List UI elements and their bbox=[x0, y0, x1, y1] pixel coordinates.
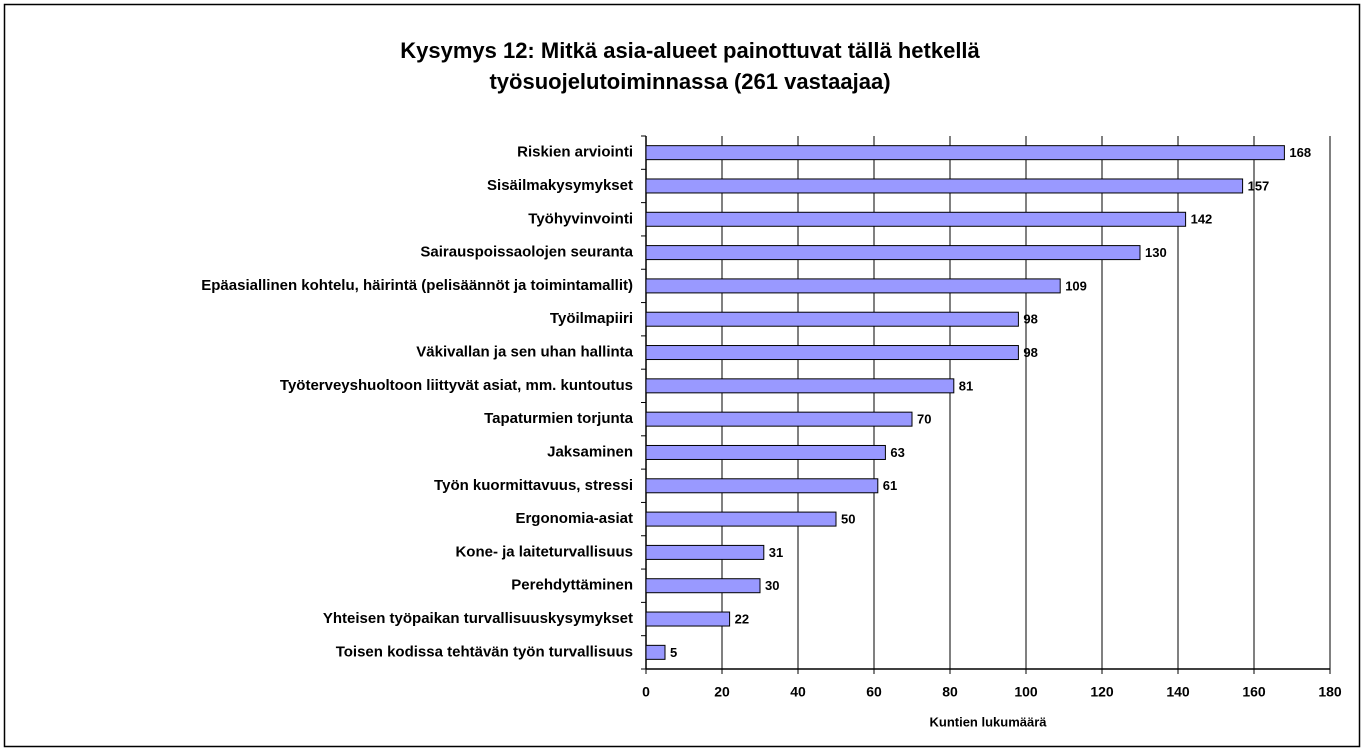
y-tick-label: Ergonomia-asiat bbox=[515, 510, 633, 527]
x-axis-label: Kuntien lukumäärä bbox=[929, 714, 1047, 729]
bar bbox=[645, 478, 879, 494]
value-label: 98 bbox=[1023, 345, 1037, 360]
x-tick-label: 120 bbox=[1090, 684, 1114, 700]
x-tick-label: 20 bbox=[714, 684, 730, 700]
bar bbox=[645, 544, 765, 560]
y-tick-label: Perehdyttäminen bbox=[511, 577, 633, 594]
value-label: 70 bbox=[917, 412, 931, 427]
x-tick-label: 40 bbox=[790, 684, 806, 700]
x-tick-label: 0 bbox=[642, 684, 650, 700]
y-tick-label: Sairauspoissaolojen seuranta bbox=[420, 244, 633, 261]
value-label: 31 bbox=[769, 545, 783, 560]
value-label: 130 bbox=[1145, 245, 1167, 260]
y-tick-label: Väkivallan ja sen uhan hallinta bbox=[416, 344, 633, 361]
bar bbox=[645, 644, 666, 660]
y-tick-label: Yhteisen työpaikan turvallisuuskysymykse… bbox=[323, 610, 633, 627]
chart-frame bbox=[3, 3, 1361, 748]
x-tick-label: 80 bbox=[942, 684, 958, 700]
bar bbox=[645, 245, 1141, 261]
chart-title: Kysymys 12: Mitkä asia-alueet painottuva… bbox=[400, 38, 980, 63]
value-label: 61 bbox=[883, 478, 897, 493]
value-label: 168 bbox=[1289, 145, 1311, 160]
bar bbox=[645, 511, 837, 527]
value-label: 30 bbox=[765, 578, 779, 593]
bar bbox=[645, 311, 1019, 327]
x-tick-label: 140 bbox=[1166, 684, 1190, 700]
y-tick-label: Sisäilmakysymykset bbox=[487, 177, 633, 194]
value-label: 109 bbox=[1065, 278, 1087, 293]
y-tick-label: Toisen kodissa tehtävän työn turvallisuu… bbox=[336, 643, 633, 660]
bar bbox=[645, 178, 1244, 194]
x-tick-label: 160 bbox=[1242, 684, 1266, 700]
bar bbox=[645, 411, 913, 427]
value-label: 142 bbox=[1191, 212, 1213, 227]
y-tick-label: Tapaturmien torjunta bbox=[484, 410, 634, 427]
value-label: 157 bbox=[1248, 178, 1270, 193]
y-tick-label: Riskien arviointi bbox=[517, 144, 633, 161]
value-label: 63 bbox=[890, 445, 904, 460]
bar bbox=[645, 278, 1061, 294]
x-tick-label: 100 bbox=[1014, 684, 1038, 700]
bar bbox=[645, 145, 1285, 161]
y-tick-label: Jaksaminen bbox=[547, 443, 633, 460]
value-label: 81 bbox=[959, 378, 973, 393]
value-label: 98 bbox=[1023, 312, 1037, 327]
chart-title: työsuojelutoiminnassa (261 vastaajaa) bbox=[489, 69, 890, 94]
y-tick-label: Työhyvinvointi bbox=[528, 210, 633, 227]
bar bbox=[645, 378, 955, 394]
bar bbox=[645, 345, 1019, 361]
value-label: 22 bbox=[735, 611, 749, 626]
bar bbox=[645, 611, 731, 627]
bar bbox=[645, 444, 886, 460]
bar bbox=[645, 578, 761, 594]
value-label: 5 bbox=[670, 645, 677, 660]
x-tick-label: 180 bbox=[1318, 684, 1342, 700]
y-tick-label: Epäasiallinen kohtelu, häirintä (pelisää… bbox=[201, 277, 633, 294]
value-label: 50 bbox=[841, 512, 855, 527]
x-tick-label: 60 bbox=[866, 684, 882, 700]
y-tick-label: Työn kuormittavuus, stressi bbox=[434, 477, 633, 494]
bar bbox=[645, 211, 1187, 227]
y-tick-label: Kone- ja laiteturvallisuus bbox=[455, 543, 633, 560]
y-tick-label: Työilmapiiri bbox=[550, 310, 633, 327]
y-tick-label: Työterveyshuoltoon liittyvät asiat, mm. … bbox=[280, 377, 633, 394]
